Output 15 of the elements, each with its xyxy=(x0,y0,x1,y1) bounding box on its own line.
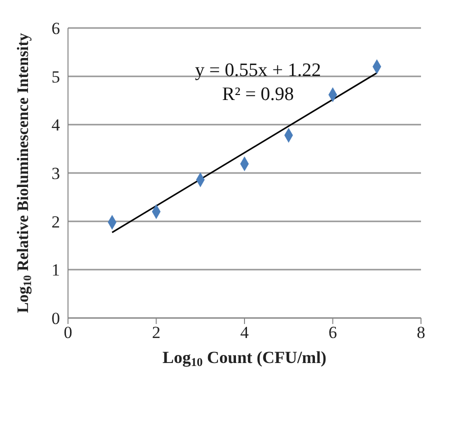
x-tick-label: 0 xyxy=(64,323,72,342)
y-tick-label: 2 xyxy=(52,212,60,232)
annotation: R² = 0.98 xyxy=(221,84,295,106)
x-tick-label: 2 xyxy=(152,323,160,342)
y-tick-label: 0 xyxy=(52,309,60,328)
y-tick-label: 6 xyxy=(52,19,60,38)
y-tick-label: 1 xyxy=(52,260,60,280)
y-tick-label: 5 xyxy=(52,67,60,86)
x-tick-label: 8 xyxy=(416,323,426,342)
annotation: y = 0.55x + 1.22 xyxy=(194,60,322,82)
x-tick-label: 4 xyxy=(240,323,250,342)
x-tick-label: 6 xyxy=(328,323,337,342)
y-tick-label: 3 xyxy=(52,164,60,184)
y-tick-label: 4 xyxy=(52,116,60,135)
x-axis-title: Log$_{10}$ Count (CFU/ml) xyxy=(162,348,326,369)
